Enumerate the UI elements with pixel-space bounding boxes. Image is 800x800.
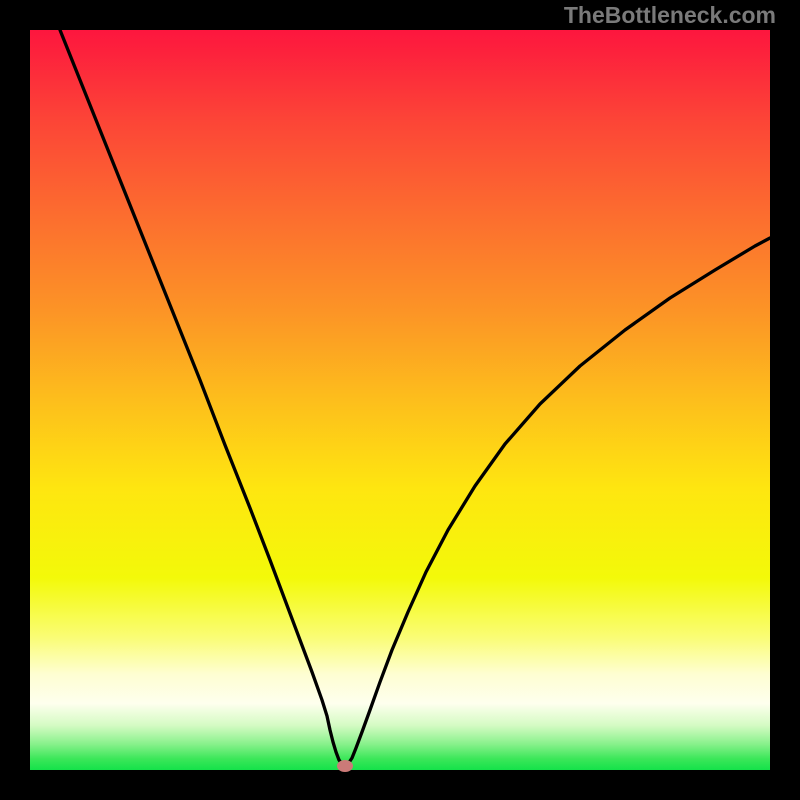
watermark-text: TheBottleneck.com	[564, 2, 776, 29]
chart-container: TheBottleneck.com	[0, 0, 800, 800]
optimal-point-marker	[337, 760, 353, 772]
chart-svg	[0, 0, 800, 800]
plot-area	[30, 30, 770, 770]
